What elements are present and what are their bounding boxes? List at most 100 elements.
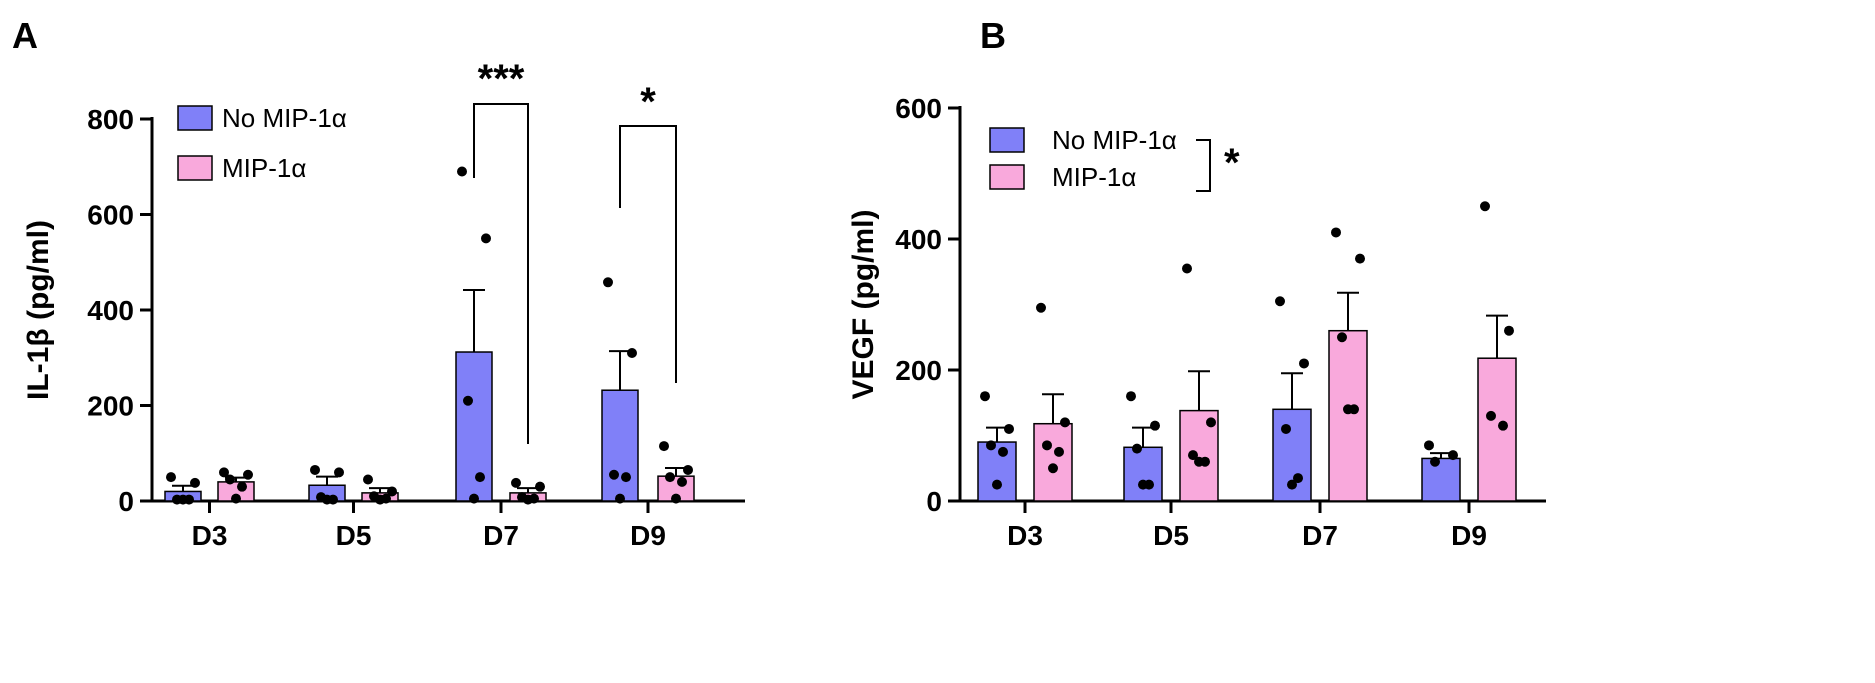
bar-a-no-mip-d7: [455, 351, 493, 502]
data-point-a: [322, 494, 332, 505]
data-point-a: [535, 481, 545, 492]
data-point-b: [986, 440, 996, 451]
data-point-b: [1430, 456, 1440, 467]
data-point-a: [334, 467, 344, 478]
bar-b-no-mip-d9: [1421, 457, 1461, 502]
data-point-a: [523, 494, 533, 505]
y-tick-label-b: 600: [895, 93, 942, 124]
panel-b: B 0 200 400 600 VEGF (pg/ml) D3 D5 D7 D9 No MIP-1…: [847, 15, 1546, 551]
significance-label-a: *: [640, 80, 656, 124]
bar-b-mip-d9: [1477, 357, 1517, 502]
y-tick-label-a: 200: [87, 391, 134, 422]
data-point-b: [1182, 263, 1192, 274]
significance-bracket-a: [473, 103, 529, 444]
panel-a: A 0 200 400 600 800 IL-1β (pg/ml) D3 D5 D7 D9 No M…: [12, 15, 745, 551]
data-point-a: [190, 477, 200, 488]
data-point-b: [1448, 450, 1458, 461]
legend-label-a: No MIP-1α: [222, 103, 347, 133]
data-point-a: [627, 347, 637, 358]
data-point-b: [1343, 404, 1353, 415]
legend-significance-label: *: [1224, 141, 1240, 185]
data-point-b: [1132, 443, 1142, 454]
legend-swatch-b: [989, 127, 1025, 153]
data-point-a: [463, 395, 473, 406]
data-point-b: [1293, 473, 1303, 484]
data-point-b: [1048, 463, 1058, 474]
y-tick-label-b: 400: [895, 224, 942, 255]
bar-b-no-mip-d3: [977, 441, 1017, 502]
data-point-b: [998, 446, 1008, 457]
data-point-a: [219, 467, 229, 478]
data-point-b: [1036, 302, 1046, 313]
bar-b-mip-d7: [1328, 329, 1368, 502]
data-point-b: [1054, 446, 1064, 457]
y-tick-label-a: 600: [87, 200, 134, 231]
data-point-a: [375, 494, 385, 505]
x-tick-label-b: D7: [1302, 520, 1338, 551]
y-tick-label-b: 0: [926, 486, 942, 517]
data-point-b: [1337, 332, 1347, 343]
data-point-a: [615, 493, 625, 504]
significance-label-a: ***: [478, 57, 525, 101]
data-point-b: [1331, 227, 1341, 238]
data-point-a: [225, 474, 235, 485]
legend-swatch-b: [989, 164, 1025, 190]
x-tick-label-a: D9: [630, 520, 666, 551]
data-point-a: [659, 441, 669, 452]
data-point-b: [1042, 440, 1052, 451]
y-tick-label-a: 0: [118, 486, 134, 517]
data-point-a: [609, 469, 619, 480]
data-point-b: [1498, 420, 1508, 431]
data-point-a: [671, 493, 681, 504]
x-tick-label-b: D3: [1007, 520, 1043, 551]
data-point-a: [178, 494, 188, 505]
legend-label-b: MIP-1α: [1052, 162, 1136, 192]
data-point-a: [310, 464, 320, 475]
data-point-a: [511, 477, 521, 488]
data-point-b: [992, 479, 1002, 490]
data-point-a: [665, 472, 675, 483]
data-point-b: [1275, 296, 1285, 307]
legend-significance-bracket: [1196, 139, 1211, 192]
data-point-a: [469, 493, 479, 504]
data-point-a: [481, 233, 491, 244]
data-point-a: [387, 486, 397, 497]
x-tick-label-a: D3: [192, 520, 228, 551]
x-tick-label-b: D9: [1451, 520, 1487, 551]
x-tick-label-a: D5: [336, 520, 372, 551]
data-point-a: [237, 481, 247, 492]
data-point-b: [1138, 479, 1148, 490]
data-point-b: [1504, 325, 1514, 336]
data-point-a: [603, 277, 613, 288]
data-point-a: [621, 472, 631, 483]
y-axis-label-a: IL-1β (pg/ml): [22, 220, 55, 400]
y-tick-label-b: 200: [895, 355, 942, 386]
data-point-b: [1355, 253, 1365, 264]
data-point-b: [1424, 440, 1434, 451]
data-point-b: [1188, 450, 1198, 461]
panel-letter-b: B: [980, 15, 1006, 56]
data-point-b: [980, 391, 990, 402]
data-point-b: [1287, 479, 1297, 490]
legend-swatch-a: [177, 155, 213, 181]
bar-b-mip-d3: [1033, 422, 1073, 502]
legend-swatch-a: [177, 105, 213, 131]
x-tick-label-a: D7: [483, 520, 519, 551]
data-point-b: [1206, 417, 1216, 428]
legend-label-b: No MIP-1α: [1052, 125, 1177, 155]
data-point-a: [363, 474, 373, 485]
data-point-b: [1486, 410, 1496, 421]
y-tick-label-a: 400: [87, 295, 134, 326]
data-point-a: [677, 476, 687, 487]
panel-letter-a: A: [12, 15, 38, 56]
bar-a-no-mip-d9: [601, 389, 639, 502]
data-point-a: [243, 469, 253, 480]
x-tick-label-b: D5: [1153, 520, 1189, 551]
data-point-b: [1004, 423, 1014, 434]
bar-b-no-mip-d5: [1123, 446, 1163, 502]
y-axis-label-b: VEGF (pg/ml): [847, 210, 880, 400]
y-tick-label-a: 800: [87, 104, 134, 135]
data-point-a: [231, 493, 241, 504]
data-point-a: [457, 166, 467, 177]
